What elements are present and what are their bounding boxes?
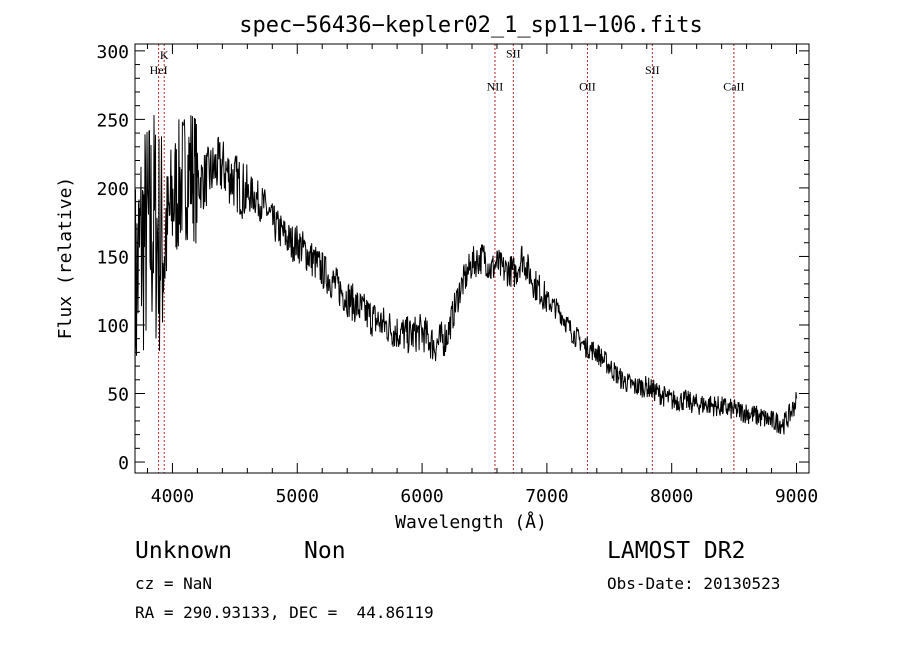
x-tick-label: 7000 bbox=[525, 486, 568, 507]
x-tick-label: 9000 bbox=[775, 486, 818, 507]
redshift-text: cz = NaN bbox=[135, 574, 213, 593]
survey-name: LAMOST DR2 bbox=[607, 538, 746, 564]
spectral-line-label: SII bbox=[506, 47, 521, 61]
plot-frame bbox=[134, 43, 810, 474]
spectral-line-label: HeI bbox=[150, 63, 168, 77]
spectral-line-label: NII bbox=[487, 80, 504, 94]
x-tick-label: 4000 bbox=[151, 486, 194, 507]
coordinates-text: RA = 290.93133, DEC = 44.86119 bbox=[135, 603, 434, 622]
y-axis-label: Flux (relative) bbox=[55, 177, 76, 340]
x-tick-label: 6000 bbox=[400, 486, 443, 507]
y-tick-label: 300 bbox=[96, 42, 129, 63]
y-tick-label: 100 bbox=[96, 316, 129, 337]
y-tick-label: 50 bbox=[107, 385, 129, 406]
object-class: Non bbox=[304, 538, 346, 564]
chart-title: spec−56436−kepler02_1_sp11−106.fits bbox=[239, 13, 703, 38]
spectrum-line bbox=[134, 115, 797, 435]
x-tick-label: 5000 bbox=[276, 486, 319, 507]
spectral-line-label: OII bbox=[579, 80, 596, 94]
x-axis: 4000 5000 6000 7000 8000 9000 bbox=[146, 44, 818, 507]
y-tick-label: 150 bbox=[96, 247, 129, 268]
spectral-line-label: CaII bbox=[723, 80, 744, 94]
y-tick-label: 250 bbox=[96, 110, 129, 131]
spectral-line-label: SII bbox=[645, 63, 660, 77]
x-tick-label: 8000 bbox=[650, 486, 693, 507]
spectral-line-label: K bbox=[160, 48, 169, 62]
x-axis-label: Wavelength (Å) bbox=[395, 511, 547, 533]
obs-date-text: Obs-Date: 20130523 bbox=[607, 574, 781, 593]
y-tick-label: 0 bbox=[118, 453, 129, 474]
y-tick-label: 200 bbox=[96, 179, 129, 200]
object-name: Unknown bbox=[135, 538, 232, 564]
y-axis: 0 50 100 150 200 250 300 bbox=[96, 42, 809, 474]
